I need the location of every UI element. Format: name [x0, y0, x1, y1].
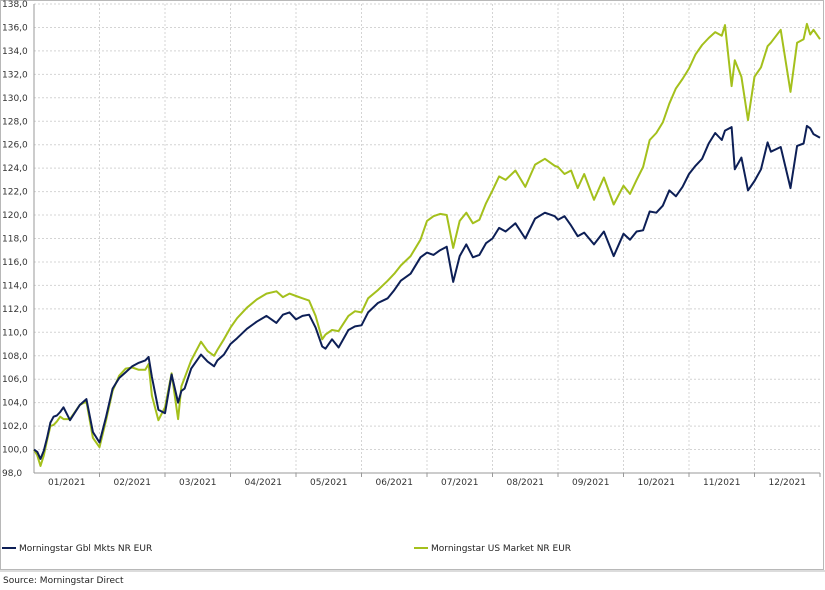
x-tick-labels: 01/2021 02/2021 03/2021 04/2021 05/2021 06/20… [48, 478, 806, 488]
x-tick-label: 09/2021 [572, 478, 609, 488]
y-tick-label: 114,0 [2, 281, 28, 291]
x-tick-label: 04/2021 [245, 478, 282, 488]
x-tick-label: 06/2021 [376, 478, 413, 488]
y-tick-label: 106,0 [2, 375, 28, 385]
y-tick-label: 134,0 [2, 47, 28, 57]
y-tick-label: 124,0 [2, 164, 28, 174]
y-tick-labels: 98,0 100,0 102,0 104,0 106,0 108,0 110,0 112,0 1… [2, 0, 28, 479]
x-tick-label: 03/2021 [179, 478, 216, 488]
y-tick-label: 102,0 [2, 422, 28, 432]
series-line-gbl-mkts [33, 124, 821, 460]
y-tick-label: 112,0 [2, 305, 28, 315]
y-tick-label: 138,0 [2, 0, 28, 10]
y-tick-label: 108,0 [2, 352, 28, 362]
series-line-us-market [33, 22, 821, 467]
x-tick-label: 01/2021 [48, 478, 85, 488]
y-tick-label: 118,0 [2, 235, 28, 245]
x-tick-label: 12/2021 [769, 478, 806, 488]
source-note: Source: Morningstar Direct [3, 576, 124, 586]
y-tick-label: 100,0 [2, 446, 28, 456]
y-tick-label: 116,0 [2, 258, 28, 268]
y-tick-label: 132,0 [2, 70, 28, 80]
y-tick-label: 136,0 [2, 23, 28, 33]
y-tick-label: 130,0 [2, 94, 28, 104]
y-tick-label: 128,0 [2, 117, 28, 127]
y-tick-label: 120,0 [2, 211, 28, 221]
axes [33, 4, 821, 477]
y-tick-label: 104,0 [2, 399, 28, 409]
y-tick-label: 110,0 [2, 328, 28, 338]
legend-label-gbl-mkts: Morningstar Gbl Mkts NR EUR [19, 544, 152, 554]
x-tick-label: 10/2021 [638, 478, 675, 488]
x-tick-label: 11/2021 [703, 478, 740, 488]
x-tick-label: 02/2021 [114, 478, 151, 488]
grid-lines [34, 3, 820, 474]
x-tick-label: 08/2021 [507, 478, 544, 488]
y-tick-label: 126,0 [2, 141, 28, 151]
x-tick-label: 05/2021 [310, 478, 347, 488]
series-lines [33, 22, 821, 467]
y-tick-label: 98,0 [2, 469, 22, 479]
legend: Morningstar Gbl Mkts NR EUR Morningstar … [2, 544, 571, 554]
legend-label-us-market: Morningstar US Market NR EUR [431, 544, 571, 554]
x-tick-label: 07/2021 [441, 478, 478, 488]
y-tick-label: 122,0 [2, 188, 28, 198]
